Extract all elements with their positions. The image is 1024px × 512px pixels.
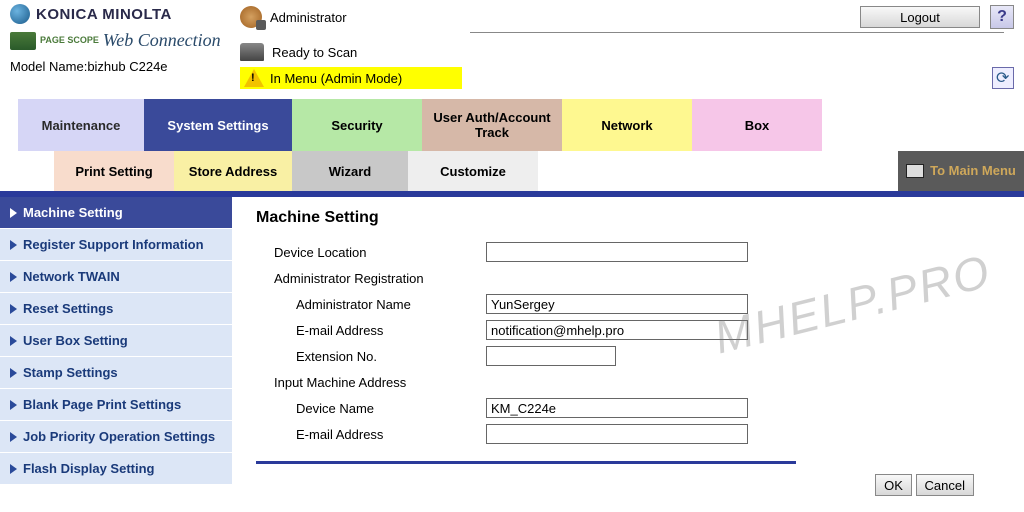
- sidebar-item-label: Network TWAIN: [23, 269, 120, 284]
- brand-logo-icon: [10, 4, 30, 24]
- subtab-print-setting[interactable]: Print Setting: [54, 151, 174, 191]
- sidebar-item-register-support[interactable]: Register Support Information: [0, 229, 232, 261]
- chevron-right-icon: [10, 208, 17, 218]
- sidebar-item-flash-display[interactable]: Flash Display Setting: [0, 453, 232, 485]
- model-name: Model Name:bizhub C224e: [10, 59, 230, 74]
- subtab-store-address[interactable]: Store Address: [174, 151, 292, 191]
- label-admin-registration: Administrator Registration: [256, 271, 486, 286]
- label-device-name: Device Name: [256, 401, 486, 416]
- pagescope-icon: [10, 32, 36, 50]
- sidebar-item-reset-settings[interactable]: Reset Settings: [0, 293, 232, 325]
- sidebar-item-stamp-settings[interactable]: Stamp Settings: [0, 357, 232, 389]
- subtab-wizard[interactable]: Wizard: [292, 151, 408, 191]
- refresh-button[interactable]: [992, 67, 1014, 89]
- warning-strip: In Menu (Admin Mode): [240, 67, 462, 89]
- sidebar-item-user-box-setting[interactable]: User Box Setting: [0, 325, 232, 357]
- section-title: Machine Setting: [256, 209, 1004, 227]
- ready-label: Ready to Scan: [272, 45, 357, 60]
- tab-maintenance[interactable]: Maintenance: [18, 99, 144, 151]
- main-tabs: Maintenance System Settings Security Use…: [18, 99, 1024, 151]
- sidebar-item-network-twain[interactable]: Network TWAIN: [0, 261, 232, 293]
- printer-icon: [240, 43, 264, 61]
- pagescope-label: PAGE SCOPE: [40, 36, 99, 45]
- chevron-right-icon: [10, 432, 17, 442]
- label-input-machine-address: Input Machine Address: [256, 375, 486, 390]
- label-email2: E-mail Address: [256, 427, 486, 442]
- sidebar-item-label: Register Support Information: [23, 237, 204, 252]
- to-main-label: To Main Menu: [930, 164, 1016, 178]
- input-admin-name[interactable]: [486, 294, 748, 314]
- label-extension: Extension No.: [256, 349, 486, 364]
- webconnection-label: Web Connection: [103, 30, 221, 51]
- warning-text: In Menu (Admin Mode): [270, 71, 402, 86]
- chevron-right-icon: [10, 336, 17, 346]
- tab-network[interactable]: Network: [562, 99, 692, 151]
- chevron-right-icon: [10, 272, 17, 282]
- sidebar-item-label: Reset Settings: [23, 301, 113, 316]
- chevron-right-icon: [10, 464, 17, 474]
- sidebar-item-machine-setting[interactable]: Machine Setting: [0, 197, 232, 229]
- input-email[interactable]: [486, 320, 748, 340]
- sidebar-item-label: Stamp Settings: [23, 365, 118, 380]
- sidebar-item-label: Blank Page Print Settings: [23, 397, 181, 412]
- tab-box[interactable]: Box: [692, 99, 822, 151]
- sidebar-item-blank-page-print[interactable]: Blank Page Print Settings: [0, 389, 232, 421]
- label-device-location: Device Location: [256, 245, 486, 260]
- help-button[interactable]: ?: [990, 5, 1014, 29]
- chevron-right-icon: [10, 368, 17, 378]
- input-device-location[interactable]: [486, 242, 748, 262]
- label-admin-name: Administrator Name: [256, 297, 486, 312]
- tab-security[interactable]: Security: [292, 99, 422, 151]
- subtab-to-main-menu[interactable]: To Main Menu: [898, 151, 1024, 191]
- chevron-right-icon: [10, 304, 17, 314]
- chevron-right-icon: [10, 400, 17, 410]
- sub-tabs: Print Setting Store Address Wizard Custo…: [54, 151, 1024, 191]
- admin-label: Administrator: [270, 10, 347, 25]
- input-extension[interactable]: [486, 346, 616, 366]
- input-device-name[interactable]: [486, 398, 748, 418]
- sidebar-item-label: User Box Setting: [23, 333, 128, 348]
- sidebar-item-label: Machine Setting: [23, 205, 123, 220]
- input-email2[interactable]: [486, 424, 748, 444]
- main-menu-icon: [906, 164, 924, 178]
- warning-icon: [244, 69, 264, 87]
- sidebar: Machine Setting Register Support Informa…: [0, 197, 232, 508]
- admin-icon: [240, 6, 262, 28]
- tab-user-auth[interactable]: User Auth/Account Track: [422, 99, 562, 151]
- content-panel: MHELP.PRO Machine Setting Device Locatio…: [232, 197, 1024, 508]
- brand-block: KONICA MINOLTA PAGE SCOPE Web Connection…: [10, 4, 230, 74]
- brand-name: KONICA MINOLTA: [36, 6, 172, 23]
- sidebar-item-job-priority[interactable]: Job Priority Operation Settings: [0, 421, 232, 453]
- separator: [256, 461, 796, 464]
- sidebar-item-label: Job Priority Operation Settings: [23, 429, 215, 444]
- cancel-button[interactable]: Cancel: [916, 474, 974, 496]
- label-email: E-mail Address: [256, 323, 486, 338]
- tab-system-settings[interactable]: System Settings: [144, 99, 292, 151]
- subtab-customize[interactable]: Customize: [408, 151, 538, 191]
- chevron-right-icon: [10, 240, 17, 250]
- sidebar-item-label: Flash Display Setting: [23, 461, 154, 476]
- ok-button[interactable]: OK: [875, 474, 912, 496]
- logout-button[interactable]: Logout: [860, 6, 980, 28]
